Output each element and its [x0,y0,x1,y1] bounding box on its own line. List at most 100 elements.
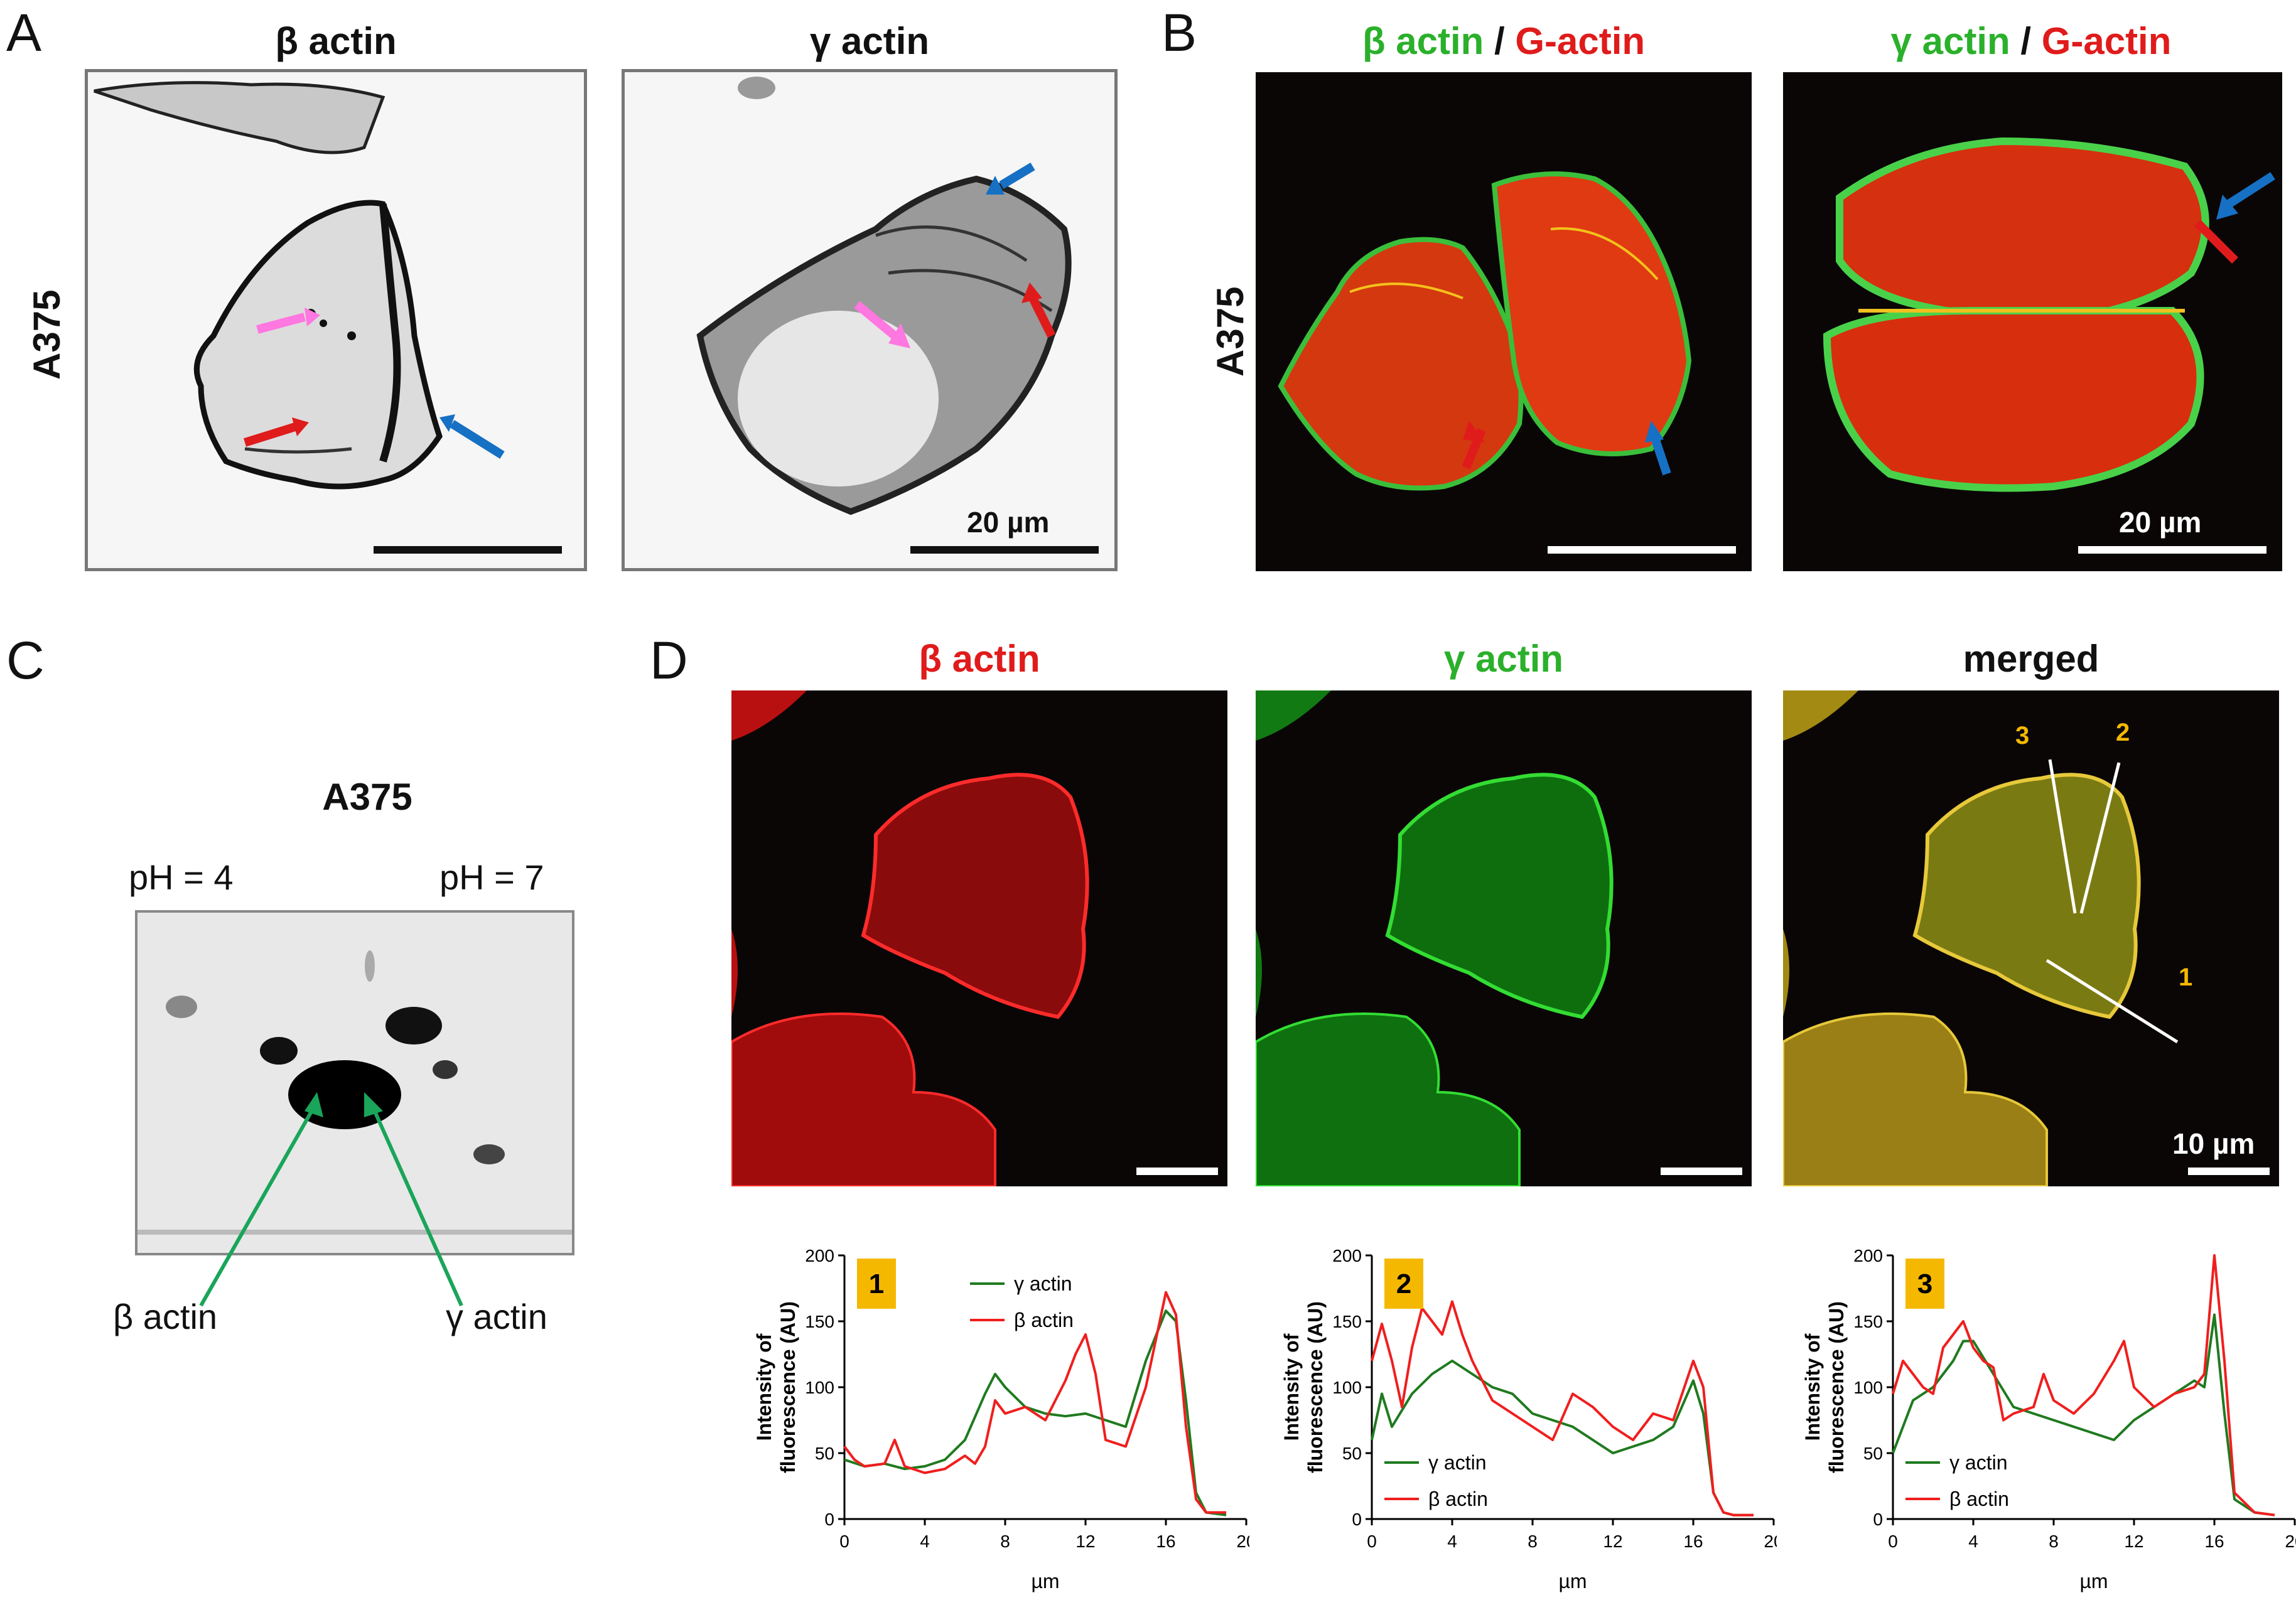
x-tick-label: 16 [1683,1532,1703,1551]
y-tick-label: 50 [815,1444,834,1463]
red-arrow-icon [243,422,297,447]
panel-b-scale-text: 20 µm [2119,506,2202,539]
x-tick-label: 0 [839,1532,849,1551]
panel-letter-c: C [6,631,45,690]
panel-b-title-right-red: G-actin [2041,20,2172,62]
y-axis-label-line: Intensity of [1801,1333,1824,1441]
x-tick-label: 8 [1000,1532,1010,1551]
panel-letter-b: B [1161,3,1197,62]
panel-b-scalebar-right [2078,546,2266,554]
profile-line-3 [2048,759,2077,914]
blue-arrow-icon [1650,434,1671,476]
y-tick-label: 50 [1863,1444,1883,1463]
x-tick-label: 0 [1367,1532,1377,1551]
panel-a-title-right: γ actin [809,20,930,62]
panel-a-scale-text: 20 µm [967,506,1050,539]
panel-c-label-beta: β actin [113,1297,218,1336]
beta-actin-cell-illustration [94,81,505,490]
x-tick-label: 4 [920,1532,930,1551]
line-profile-chart-1: 0 50 100 150 200 0 4 8 12 16 20 µm Intensity offluor… [753,1246,1249,1592]
legend-label: γ actin [1949,1451,2007,1474]
y-tick-label: 150 [1332,1312,1362,1331]
panel-b-row-label: A375 [1209,286,1251,377]
panel-a-beta-image [85,69,587,571]
panel-d-title-beta: β actin [919,638,1040,680]
x-axis-label: µm [2079,1570,2108,1592]
panel-b-title-left-green: β actin [1362,20,1484,62]
red-arrow-icon [1028,296,1056,338]
panel-d-gamma-image [1256,690,1752,1186]
series-line-gamma [1892,1313,2275,1517]
gamma-pointer-arrow-icon [369,1100,463,1307]
panel-c-label-gamma: γ actin [446,1297,547,1336]
legend-label: β actin [1428,1488,1488,1510]
beta-pointer-arrow-icon [199,1100,319,1307]
panel-c-ph-right: pH = 7 [439,857,544,897]
y-tick-label: 50 [1342,1444,1362,1463]
panel-b-title-right: γ actin / G-actin [1783,23,2279,60]
y-tick-label: 150 [1853,1312,1883,1331]
profile-label-3: 3 [2015,722,2030,749]
y-axis-label-line: Intensity of [753,1333,775,1441]
gamma-actin-green-cells [1256,690,1614,1186]
panel-d-scalebar-beta [1136,1168,1218,1175]
y-tick-label: 0 [1873,1510,1883,1529]
chart-badge [857,1259,896,1309]
x-tick-label: 0 [1888,1532,1898,1551]
profile-label-2: 2 [2116,719,2130,746]
y-tick-label: 200 [1332,1246,1362,1265]
panel-letter-a: A [6,3,42,62]
chart-badge [1905,1259,1944,1309]
x-tick-label: 20 [1764,1532,1777,1551]
x-axis-label: µm [1558,1570,1587,1592]
panel-c-ph-left: pH = 4 [129,857,234,897]
panel-b-beta-image [1256,72,1752,571]
y-tick-label: 200 [1853,1246,1883,1265]
blue-arrow-icon [999,162,1035,190]
x-tick-label: 8 [1528,1532,1538,1551]
y-axis-label: Intensity offluorescence (AU) [1280,1301,1327,1473]
legend-label: γ actin [1428,1451,1486,1474]
panel-a-title-left: β actin [275,20,397,62]
y-tick-label: 0 [1352,1510,1362,1529]
profile-line-2 [2079,762,2121,914]
x-tick-label: 4 [1968,1532,1978,1551]
merged-yellow-cells [1783,690,2179,1186]
x-tick-label: 8 [2049,1532,2059,1551]
pink-arrow-icon [256,313,306,334]
x-tick-label: 16 [2204,1532,2224,1551]
series-line-beta [843,1291,1226,1514]
panel-a-scalebar-left [374,546,562,554]
y-tick-label: 200 [805,1246,834,1265]
x-tick-label: 12 [1603,1532,1622,1551]
y-tick-label: 100 [1853,1378,1883,1397]
panel-a-gamma-image: 20 µm [622,69,1118,571]
profile-label-1: 1 [2179,964,2193,991]
panel-b-title-left-red: G-actin [1515,20,1646,62]
panel-d-beta-image [731,690,1227,1186]
panel-b-title-right-sep: / [2010,20,2042,62]
panel-b-scalebar-left [1548,546,1736,554]
legend-label: β actin [1014,1309,1074,1331]
panel-letter-d: D [650,631,688,690]
y-tick-label: 100 [805,1378,834,1397]
x-tick-label: 4 [1447,1532,1457,1551]
chart-badge [1384,1259,1423,1309]
panel-d-scale-text: 10 µm [2172,1127,2255,1160]
y-axis-label: Intensity offluorescence (AU) [1801,1301,1848,1473]
beta-actin-red-cells [731,690,1089,1186]
line-profile-chart-3: 0 50 100 150 200 0 4 8 12 16 20 µm Intensity offluor… [1801,1246,2296,1592]
panel-a-scalebar-right [910,546,1099,554]
y-axis-label-line: fluorescence (AU) [777,1301,799,1473]
panel-d-title-merged: merged [1963,638,2099,680]
panel-d-scalebar-gamma [1661,1168,1742,1175]
y-tick-label: 100 [1332,1378,1362,1397]
x-tick-label: 20 [1236,1532,1249,1551]
chart-badge-label: 2 [1396,1269,1411,1299]
panel-b-gamma-image: 20 µm [1783,72,2282,571]
panel-d-scalebar-merged [2188,1168,2270,1175]
x-tick-label: 12 [1075,1532,1095,1551]
x-axis-label: µm [1031,1570,1059,1592]
line-profile-chart-2: 0 50 100 150 200 0 4 8 12 16 20 µm Intensity offluor… [1280,1246,1777,1592]
blue-arrow-icon [450,420,505,459]
